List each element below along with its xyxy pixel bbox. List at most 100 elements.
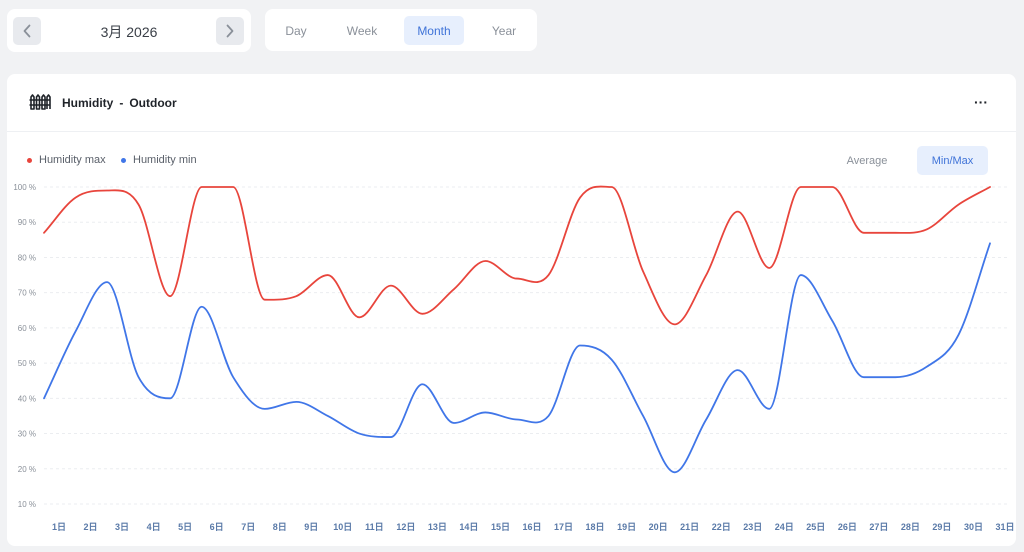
data-point-min[interactable]	[230, 374, 236, 380]
y-axis-ticks: 10 % 20 % 30 % 40 % 50 % 60 % 70 % 80 % 90 % 100 …	[13, 183, 36, 509]
data-point-min[interactable]	[136, 374, 142, 380]
legend-item-min: Humidity min	[121, 154, 197, 166]
data-point-min[interactable]	[735, 367, 741, 373]
x-tick-label: 14日	[459, 522, 478, 532]
data-point-max[interactable]	[766, 265, 772, 271]
panel-header: Humidity - Outdoor ···	[7, 74, 1016, 132]
data-point-max[interactable]	[798, 184, 804, 190]
chevron-right-icon	[226, 24, 234, 38]
x-tick-label: 30日	[964, 522, 983, 532]
data-point-max[interactable]	[924, 226, 930, 232]
data-point-min[interactable]	[609, 357, 615, 363]
data-point-max[interactable]	[892, 230, 898, 236]
data-point-max[interactable]	[703, 272, 709, 278]
data-point-min[interactable]	[451, 420, 457, 426]
data-point-max[interactable]	[73, 195, 79, 201]
x-tick-label: 10日	[333, 522, 352, 532]
data-point-min[interactable]	[861, 374, 867, 380]
x-axis-ticks: 1日 2日 3日 4日 5日 6日 7日 8日 9日 10日 11日 12日 13日 14日 15日 16日 1…	[52, 522, 1015, 532]
data-point-max[interactable]	[546, 272, 552, 278]
data-point-min[interactable]	[892, 374, 898, 380]
data-point-max[interactable]	[167, 293, 173, 299]
series-line-humidity-max[interactable]	[43, 185, 991, 326]
data-point-max[interactable]	[230, 184, 236, 190]
legend-dot-min	[121, 157, 126, 163]
series-line-humidity-min[interactable]	[43, 242, 991, 474]
data-point-min[interactable]	[73, 328, 79, 334]
data-point-min[interactable]	[41, 395, 47, 401]
data-point-max[interactable]	[955, 202, 961, 208]
chevron-left-icon	[23, 24, 31, 38]
panel-title-text: Humidity	[62, 96, 114, 110]
data-point-max[interactable]	[419, 311, 425, 317]
data-point-min[interactable]	[798, 272, 804, 278]
data-point-min[interactable]	[577, 343, 583, 349]
data-point-max[interactable]	[987, 184, 993, 190]
data-point-max[interactable]	[356, 314, 362, 320]
data-point-min[interactable]	[987, 240, 993, 246]
tab-day[interactable]: Day	[285, 23, 307, 38]
data-point-max[interactable]	[482, 258, 488, 264]
data-point-min[interactable]	[955, 332, 961, 338]
data-point-min[interactable]	[293, 399, 299, 405]
panel-title-separator: -	[119, 96, 124, 110]
data-point-min[interactable]	[482, 409, 488, 415]
tab-year[interactable]: Year	[491, 23, 517, 38]
data-point-max[interactable]	[41, 230, 47, 236]
data-point-max[interactable]	[388, 283, 394, 289]
data-point-min[interactable]	[104, 279, 110, 285]
x-tick-label: 2日	[84, 522, 98, 532]
tab-week[interactable]: Week	[346, 23, 378, 38]
y-tick-label: 90 %	[18, 218, 36, 227]
minmax-mode-button[interactable]: Min/Max	[917, 146, 988, 175]
data-point-min[interactable]	[199, 304, 205, 310]
y-tick-label: 40 %	[18, 394, 36, 403]
data-point-max[interactable]	[325, 272, 331, 278]
data-point-min[interactable]	[167, 395, 173, 401]
data-point-max[interactable]	[514, 276, 520, 282]
data-point-min[interactable]	[829, 318, 835, 324]
data-point-max[interactable]	[262, 297, 268, 303]
y-tick-label: 70 %	[18, 289, 36, 298]
data-point-min[interactable]	[388, 434, 394, 440]
data-point-min[interactable]	[546, 413, 552, 419]
data-point-min[interactable]	[640, 413, 646, 419]
data-point-max[interactable]	[609, 184, 615, 190]
data-point-min[interactable]	[672, 469, 678, 475]
next-month-button[interactable]	[216, 17, 244, 45]
data-point-min[interactable]	[325, 413, 331, 419]
tab-month[interactable]: Month	[404, 16, 464, 45]
period-tabs: Day Week Month Year	[265, 9, 537, 51]
average-mode-button[interactable]: Average	[846, 154, 888, 167]
y-tick-label: 50 %	[18, 359, 36, 368]
x-tick-label: 3日	[115, 522, 129, 532]
chart-series	[41, 184, 993, 475]
x-tick-label: 7日	[241, 522, 255, 532]
x-tick-label: 4日	[147, 522, 161, 532]
data-point-min[interactable]	[766, 406, 772, 412]
data-point-max[interactable]	[829, 184, 835, 190]
data-point-max[interactable]	[136, 202, 142, 208]
data-point-max[interactable]	[861, 230, 867, 236]
more-options-button[interactable]: ···	[974, 94, 988, 110]
data-point-max[interactable]	[199, 184, 205, 190]
data-point-max[interactable]	[577, 195, 583, 201]
data-point-min[interactable]	[356, 431, 362, 437]
humidity-panel: Humidity - Outdoor ··· Humidity max Humidi…	[7, 74, 1016, 546]
data-point-max[interactable]	[672, 321, 678, 327]
data-point-max[interactable]	[640, 269, 646, 275]
previous-month-button[interactable]	[13, 17, 41, 45]
x-tick-label: 18日	[586, 522, 605, 532]
data-point-max[interactable]	[451, 286, 457, 292]
data-point-min[interactable]	[924, 364, 930, 370]
data-point-max[interactable]	[735, 209, 741, 215]
fence-icon	[29, 94, 51, 110]
data-point-max[interactable]	[104, 188, 110, 194]
x-tick-label: 31日	[995, 522, 1014, 532]
data-point-min[interactable]	[514, 416, 520, 422]
x-tick-label: 29日	[932, 522, 951, 532]
data-point-max[interactable]	[293, 293, 299, 299]
data-point-min[interactable]	[419, 381, 425, 387]
data-point-min[interactable]	[262, 406, 268, 412]
data-point-min[interactable]	[703, 416, 709, 422]
